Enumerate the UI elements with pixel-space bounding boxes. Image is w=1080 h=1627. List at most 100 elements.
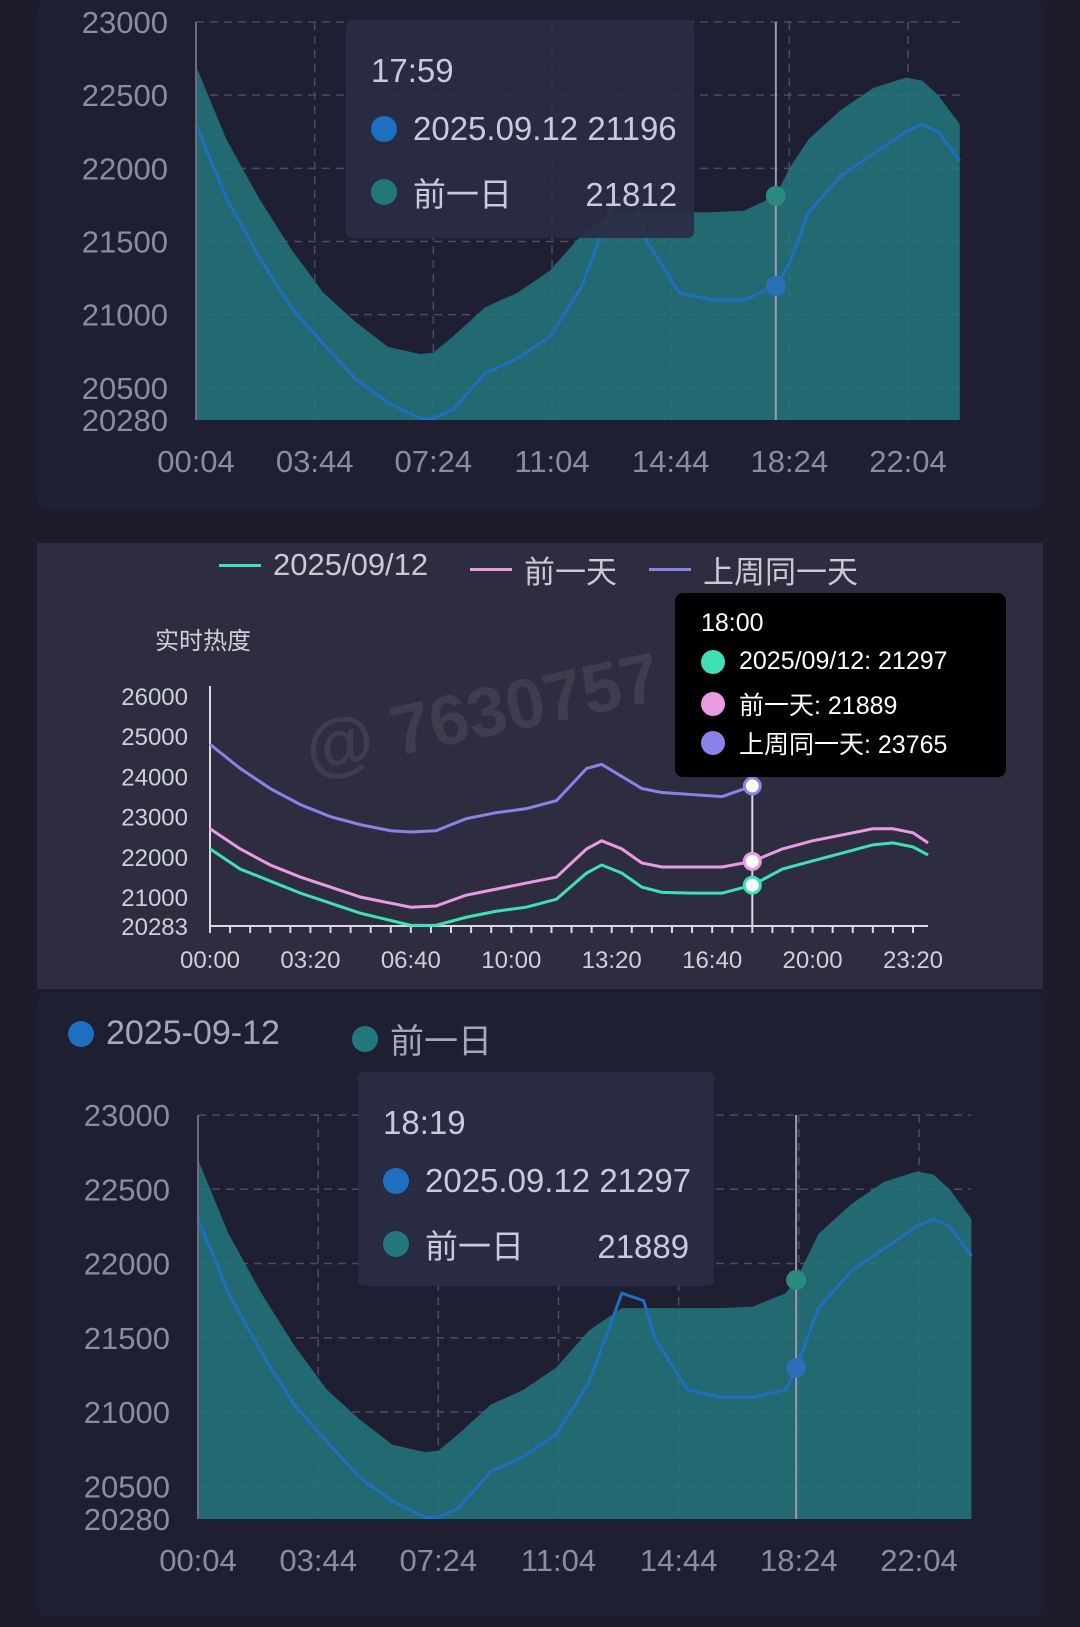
chart-legend: 2025-09-12 前一日 [0, 992, 1080, 1061]
tooltip-row-label: 2025.09.12 21297 [425, 1162, 692, 1199]
legend-dot-icon [68, 1020, 94, 1047]
line-series-2 [209, 743, 753, 834]
y-tick-label: 21500 [82, 224, 168, 259]
point-current [765, 275, 786, 296]
legend-label: 前一天 [524, 555, 617, 590]
legend-dot-icon [352, 1025, 378, 1052]
x-tick-label: 07:24 [395, 444, 473, 479]
tooltip-row: 2025.09.12 21297 [383, 1162, 691, 1200]
y-tick-label: 26000 [121, 684, 188, 711]
y-tick-label: 21000 [84, 1395, 170, 1430]
tooltip-row: 上周同一天: 23765 [701, 725, 947, 761]
series-dot-icon [383, 1231, 409, 1257]
legend-item[interactable]: 2025-09-12 [68, 1014, 280, 1053]
legend-label: 上周同一天 [703, 555, 858, 590]
y-tick-label: 21000 [82, 298, 168, 333]
x-tick-label: 13:20 [582, 947, 642, 974]
x-tick-label: 03:44 [276, 444, 354, 479]
y-tick-label: 22000 [84, 1247, 170, 1282]
y-tick-label: 22500 [84, 1172, 170, 1207]
area-series-prev-day [196, 65, 960, 420]
series-dot-icon [383, 1168, 409, 1194]
chart-tooltip: 17:59 2025.09.12 21196 前一日 21812 [346, 20, 694, 238]
y-tick-label: 20500 [82, 371, 168, 406]
chart-tooltip: 18:00 2025/09/12: 21297 前一天: 21889 上周同一天… [675, 593, 1006, 777]
point-series-0 [742, 875, 762, 895]
y-tick-label: 21500 [84, 1321, 170, 1356]
y-tick-label: 22500 [82, 78, 168, 113]
tooltip-row-label: 2025.09.12 21196 [413, 110, 677, 147]
y-tick-label: 24000 [121, 764, 188, 791]
line-series-1 [209, 827, 929, 909]
legend-item[interactable]: 前一日 [352, 1014, 492, 1063]
line-series-current [196, 1217, 973, 1520]
x-tick-label: 07:24 [400, 1543, 478, 1578]
x-tick-label: 22:04 [880, 1543, 958, 1578]
x-tick-label: 20:00 [783, 947, 843, 974]
y-tick-label: 22000 [82, 151, 168, 186]
chart-panel-1: 23000 22500 22000 21500 21000 20500 20280 00:04… [0, 0, 1080, 520]
y-tick-label: 20280 [82, 403, 168, 438]
tooltip-row-label: 2025/09/12: 21297 [739, 647, 948, 675]
tooltip-time: 18:00 [701, 609, 764, 637]
series-dot-icon [701, 692, 725, 716]
tooltip-row: 前一天: 21889 [701, 686, 897, 722]
x-tick-label: 03:44 [279, 1543, 357, 1578]
area-series-prev-day [198, 1159, 972, 1519]
legend-item[interactable]: 2025/09/12 [219, 547, 428, 583]
tooltip-row: 前一日 21812 [371, 168, 677, 216]
x-tick-label: 00:04 [157, 444, 235, 479]
chart-panel-3: 23000 22500 22000 21500 21000 20500 20280 00:04… [0, 992, 1080, 1627]
chart-panel-2: 26000 25000 24000 23000 22000 21000 20283 00:00… [37, 543, 1043, 989]
y-tick-label: 23000 [121, 805, 188, 832]
tooltip-row-label: 前一天: 21889 [739, 692, 898, 720]
legend-label: 2025/09/12 [273, 547, 429, 582]
series-dot-icon [371, 179, 397, 205]
x-tick-label: 06:40 [381, 947, 441, 974]
x-tick-label: 22:04 [869, 444, 947, 479]
point-series-1 [742, 851, 762, 871]
y-tick-label: 21000 [121, 885, 188, 912]
tooltip-row-label: 前一日 21889 [425, 1228, 690, 1265]
y-tick-label: 20283 [121, 914, 188, 941]
tooltip-row-label: 上周同一天: 23765 [739, 731, 948, 759]
tooltip-row: 2025/09/12: 21297 [701, 647, 948, 676]
x-tick-label: 14:44 [640, 1543, 718, 1578]
y-axis-label: 实时热度 [155, 628, 251, 655]
y-tick-label: 23000 [84, 1098, 170, 1133]
x-tick-label: 10:00 [481, 947, 541, 974]
y-tick-label: 23000 [82, 5, 168, 40]
x-tick-label: 18:24 [760, 1543, 838, 1578]
chart-legend: 2025/09/12 前一天 上周同一天 [37, 543, 1043, 593]
x-tick-label: 14:44 [632, 444, 710, 479]
series-dot-icon [701, 731, 725, 755]
y-tick-label: 20280 [84, 1502, 170, 1537]
x-tick-label: 00:00 [180, 947, 240, 974]
point-prev-day [765, 185, 786, 206]
legend-line-icon [219, 563, 261, 567]
x-tick-label: 16:40 [682, 947, 742, 974]
legend-item[interactable]: 前一天 [470, 547, 617, 592]
tooltip-row: 2025.09.12 21196 [371, 110, 677, 148]
tooltip-time: 18:19 [383, 1104, 466, 1141]
y-tick-label: 25000 [121, 724, 188, 751]
x-tick-label: 11:04 [521, 1543, 596, 1578]
x-tick-label: 00:04 [159, 1543, 237, 1578]
line-series-0 [209, 841, 929, 927]
tooltip-time: 17:59 [371, 52, 454, 89]
series-dot-icon [701, 649, 725, 674]
legend-label: 2025-09-12 [106, 1014, 280, 1052]
y-tick-label: 22000 [121, 845, 188, 872]
point-series-2 [742, 776, 762, 796]
legend-item[interactable]: 上周同一天 [649, 547, 858, 592]
series-dot-icon [371, 116, 397, 142]
point-current [786, 1357, 807, 1378]
legend-line-icon [470, 568, 512, 571]
legend-label: 前一日 [390, 1023, 492, 1061]
tooltip-row: 前一日 21889 [383, 1220, 689, 1268]
tooltip-row-label: 前一日 21812 [413, 176, 678, 213]
point-prev-day [786, 1270, 807, 1291]
